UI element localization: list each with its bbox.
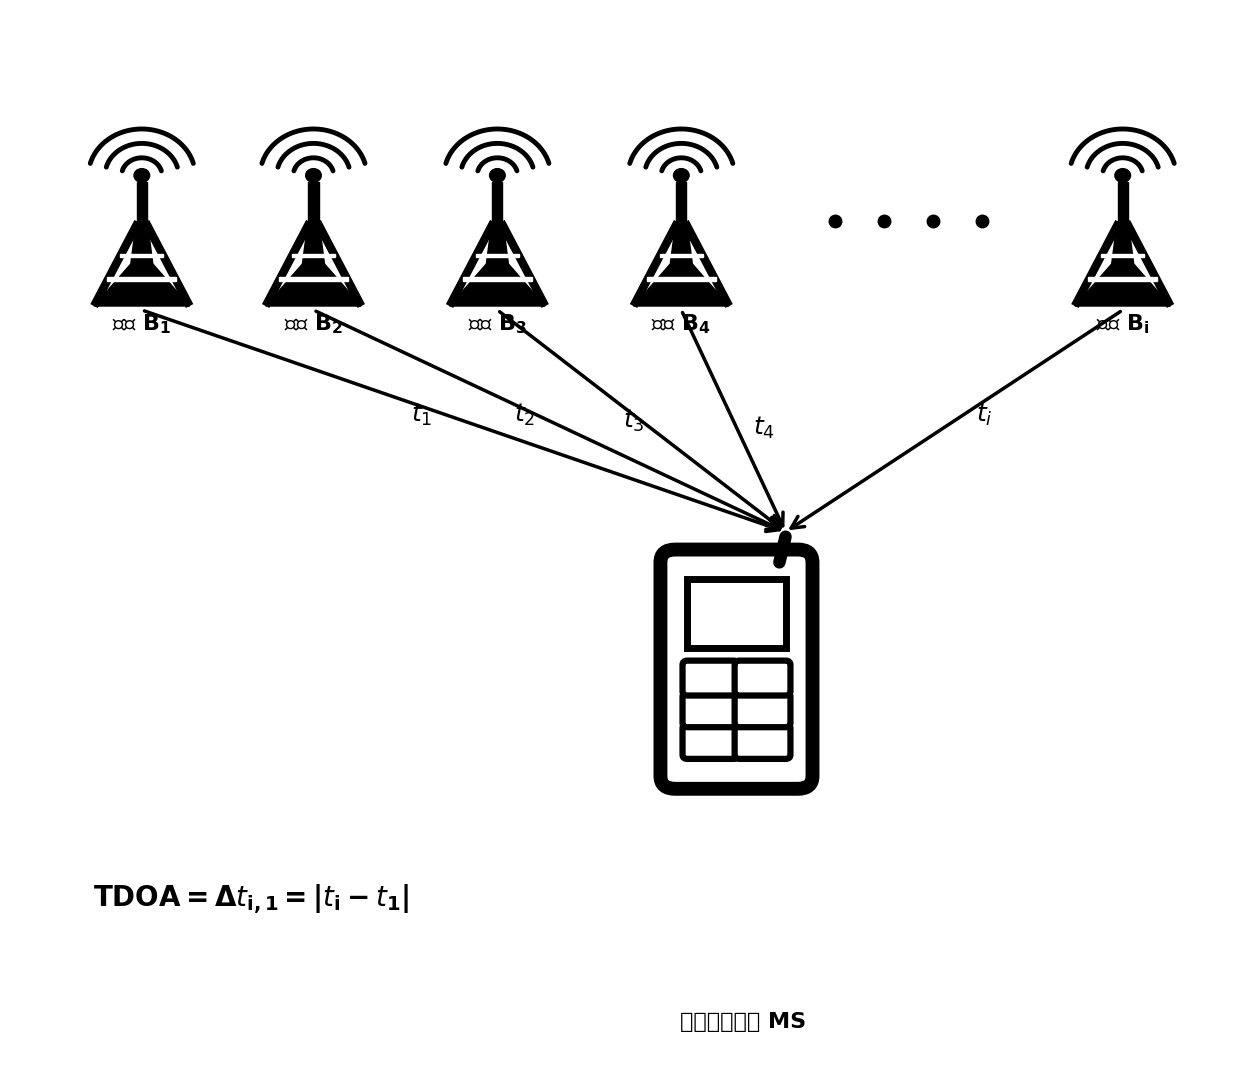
Text: $t_i$: $t_i$ (976, 401, 992, 427)
Circle shape (305, 169, 321, 182)
Text: $t_2$: $t_2$ (515, 401, 536, 427)
Polygon shape (1101, 253, 1145, 258)
Circle shape (782, 532, 789, 538)
FancyBboxPatch shape (682, 692, 738, 727)
FancyBboxPatch shape (734, 724, 790, 758)
Text: $t_1$: $t_1$ (410, 401, 432, 427)
Polygon shape (265, 222, 361, 306)
Polygon shape (676, 182, 687, 222)
FancyBboxPatch shape (682, 661, 738, 696)
Bar (687, 580, 785, 648)
Polygon shape (492, 182, 502, 222)
Polygon shape (1117, 182, 1127, 222)
Polygon shape (279, 277, 348, 281)
FancyBboxPatch shape (734, 661, 790, 696)
Polygon shape (94, 222, 190, 306)
Text: 移动电话终端 MS: 移动电话终端 MS (680, 1013, 806, 1032)
Polygon shape (291, 253, 335, 258)
FancyBboxPatch shape (682, 724, 738, 758)
Circle shape (673, 169, 689, 182)
Text: $\mathbf{TDOA= \Delta \mathit{t}_{i,1} =|\mathit{t}_i - \mathit{t}_1|}$: $\mathbf{TDOA= \Delta \mathit{t}_{i,1} =… (93, 882, 409, 915)
Polygon shape (1089, 277, 1157, 281)
Polygon shape (476, 253, 518, 258)
FancyBboxPatch shape (661, 550, 812, 789)
Text: 基站 $\mathbf{B_4}$: 基站 $\mathbf{B_4}$ (651, 313, 712, 337)
Polygon shape (108, 277, 176, 281)
Polygon shape (660, 253, 703, 258)
Circle shape (134, 169, 150, 182)
Polygon shape (136, 182, 146, 222)
Circle shape (1115, 169, 1131, 182)
FancyBboxPatch shape (734, 692, 790, 727)
Polygon shape (634, 222, 729, 306)
Circle shape (490, 169, 505, 182)
Text: $t_3$: $t_3$ (622, 408, 645, 435)
Text: 基站 $\mathbf{B_3}$: 基站 $\mathbf{B_3}$ (467, 313, 527, 337)
Polygon shape (120, 253, 164, 258)
Polygon shape (450, 222, 546, 306)
Text: $t_4$: $t_4$ (753, 414, 775, 441)
Text: 基站 $\mathbf{B_i}$: 基站 $\mathbf{B_i}$ (1096, 313, 1149, 337)
Polygon shape (463, 277, 532, 281)
Text: 基站 $\mathbf{B_2}$: 基站 $\mathbf{B_2}$ (284, 313, 343, 337)
Polygon shape (647, 277, 715, 281)
Polygon shape (1075, 222, 1171, 306)
Text: 基站 $\mathbf{B_1}$: 基站 $\mathbf{B_1}$ (112, 313, 171, 337)
Polygon shape (309, 182, 319, 222)
